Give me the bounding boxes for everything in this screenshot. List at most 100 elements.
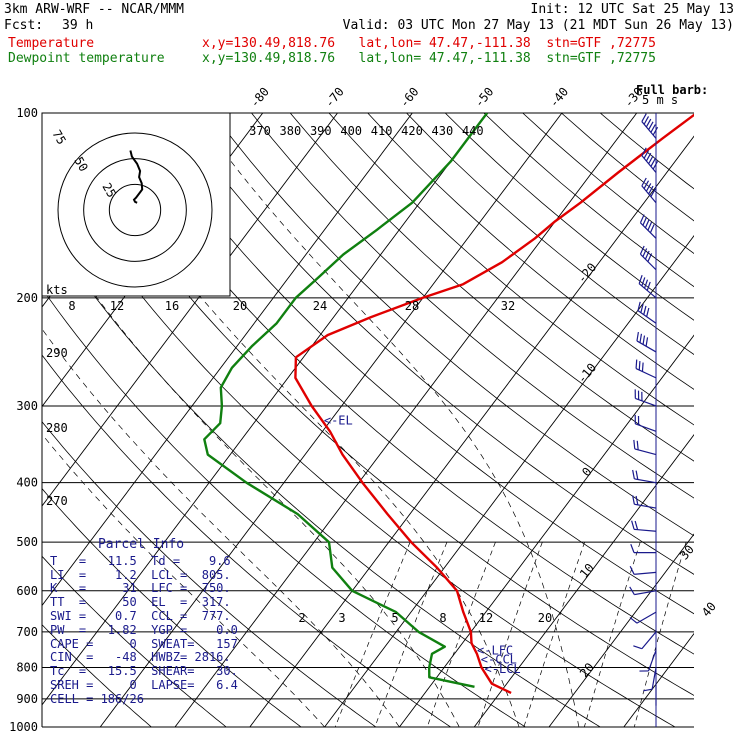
isotherm-label: -10 [575,360,600,386]
wind-barb-flag [650,124,656,133]
barb-legend-label: Full barb: [636,83,708,97]
speed-tick-label: 32 [501,299,515,313]
dewpoint-legend: Dewpoint temperature [8,51,165,66]
isotherm-label: -70 [322,85,347,111]
temperature-line [294,113,694,694]
parcel-info-row: K = 31 LFC = 750. [50,581,231,596]
parcel-info-row: CAPE = 0 SWEAT= 157 [50,636,238,651]
mixing-ratio-label: 5 [391,611,398,625]
wind-barb-flag [652,160,659,170]
hodograph-ring-label: 50 [71,155,90,175]
wind-barb-flag [635,470,639,480]
wind-barb-staff [634,503,657,509]
isotherm-label: -20 [575,260,600,286]
dry-adiabat [42,152,676,727]
wind-barb-flag [637,301,641,311]
dewpoint-location: x,y=130.49,818.76 lat,lon= 47.47,-111.38… [202,51,656,66]
isotherm-line [42,113,338,507]
parcel-info-row: CELL = 186/26 [50,691,144,706]
wind-barb-flag [647,253,653,262]
hodograph-ring [57,132,213,288]
moist-adiabat [42,328,400,727]
dry-adiabat [367,113,694,390]
isotherm-line [399,334,694,727]
wind-barb-flag [641,362,644,372]
wind-barb [634,389,657,407]
wind-barb-flag [643,305,647,315]
wind-barb-flag [644,219,650,228]
wind-barb [630,543,656,554]
dry-adiabat [42,421,377,727]
pressure-tick-label: 300 [16,399,38,413]
wind-barb-staff [634,590,657,596]
wind-barb-flag [629,565,635,575]
dry-adiabat [173,113,694,575]
wind-barb-flag [641,277,646,287]
wind-barb-staff [636,340,657,353]
wind-barb-flag [645,118,652,128]
wind-barb-flag [639,245,645,255]
wind-barb-flag [642,248,648,257]
isotherm-line [249,135,694,727]
init-time: Init: 12 UTC Sat 25 May 13 [530,2,735,17]
wind-barb [635,359,657,379]
wind-barb-flag [643,150,650,159]
wind-barb-flag [639,333,643,343]
wind-barb-staff [637,310,657,324]
wind-barb-flag [646,307,650,317]
dry-adiabat [42,555,227,727]
wind-barb-flag [639,214,645,224]
wind-barb [639,245,657,271]
wind-barb-staff [641,121,657,139]
isotherm-line [699,113,740,727]
wind-barb [633,631,657,650]
wind-barb-staff [636,611,657,624]
parcel-info-row: SWI = 0.7 CCL = 777. [50,608,231,623]
wind-barb-staff [634,528,657,532]
wind-barb-staff [640,222,657,239]
wind-barb-staff [634,448,657,456]
wind-barb-flag [633,645,643,650]
isotherm-line [42,113,413,607]
wind-barb-flag [650,188,656,197]
isotherm-line [174,113,638,727]
wind-barb [639,214,657,239]
wind-barb-flag [642,335,646,345]
valid-time: Valid: 03 UTC Mon 27 May 13 (21 MDT Sun … [342,18,734,33]
wind-barb-flag [633,439,636,449]
isotherm-label: -80 [247,85,272,111]
temperature-location: x,y=130.49,818.76 lat,lon= 47.47,-111.38… [202,36,656,51]
isotherm-label: -40 [547,85,572,111]
wind-barb-flag [646,281,651,291]
moist-adiabat [70,113,520,727]
wind-barb-flag [635,359,638,369]
isotherm-label: -60 [397,85,422,111]
parcel-info-row: CIN = -48 HWBZ= 2816. [50,650,231,665]
moist-adiabat [195,113,580,727]
wind-barb-flag [645,337,649,347]
dry-adiabat [483,113,694,288]
mixing-ratio-label: 2 [298,611,305,625]
wind-barb-flag [634,520,639,530]
speed-tick-label: 24 [313,299,327,313]
wind-barb-flag [629,586,635,595]
temperature-legend: Temperature [8,36,95,51]
wind-barb-flag [641,147,647,156]
barb-legend-speed: 5 m s [642,93,678,107]
wind-barb-staff [640,253,657,271]
isotherm-label: 30 [677,542,697,562]
wind-barb-flag [647,221,653,231]
pressure-tick-label: 900 [16,692,38,706]
speed-tick-label: 16 [165,299,179,313]
wind-barb [639,650,657,672]
mixing-ratio-label: 12 [479,611,493,625]
theta-top-label: 370 [249,124,271,138]
wind-barb-flag [644,250,650,260]
parcel-info-row: Tc = 15.5 SHEAR= 30. [50,664,238,679]
theta-top-label: 420 [401,124,423,138]
pressure-tick-label: 700 [16,625,38,639]
hodograph-frame [41,112,231,297]
hodograph-ring-label: 25 [99,181,118,201]
wind-barb-staff [641,155,657,173]
